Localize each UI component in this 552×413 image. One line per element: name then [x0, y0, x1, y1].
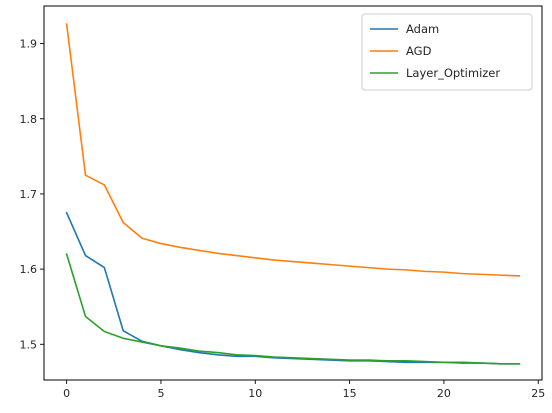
y-tick-label: 1.8 [20, 113, 38, 126]
series-line-layer-optimizer [65, 253, 521, 365]
y-axis: 1.5 1.6 1.7 1.8 1.9 [20, 38, 44, 351]
y-tick-label: 1.5 [20, 338, 38, 351]
x-tick-label: 0 [63, 387, 70, 400]
x-tick-label: 25 [531, 387, 545, 400]
x-tick-label: 15 [343, 387, 357, 400]
plot-frame [43, 5, 543, 381]
x-axis: 0 5 10 15 20 25 [63, 380, 545, 400]
plot-lines [65, 23, 521, 365]
x-tick-label: 5 [157, 387, 164, 400]
series-line-agd [65, 23, 521, 277]
y-tick-label: 1.9 [20, 38, 38, 51]
legend-box [361, 13, 533, 91]
legend-label: Layer_Optimizer [406, 66, 500, 80]
y-tick-label: 1.7 [20, 188, 38, 201]
x-tick-label: 10 [248, 387, 262, 400]
legend: Adam AGD Layer_Optimizer [361, 13, 533, 91]
legend-label: AGD [406, 44, 432, 58]
legend-label: Adam [406, 22, 439, 36]
y-tick-label: 1.6 [20, 263, 38, 276]
x-tick-label: 20 [437, 387, 451, 400]
